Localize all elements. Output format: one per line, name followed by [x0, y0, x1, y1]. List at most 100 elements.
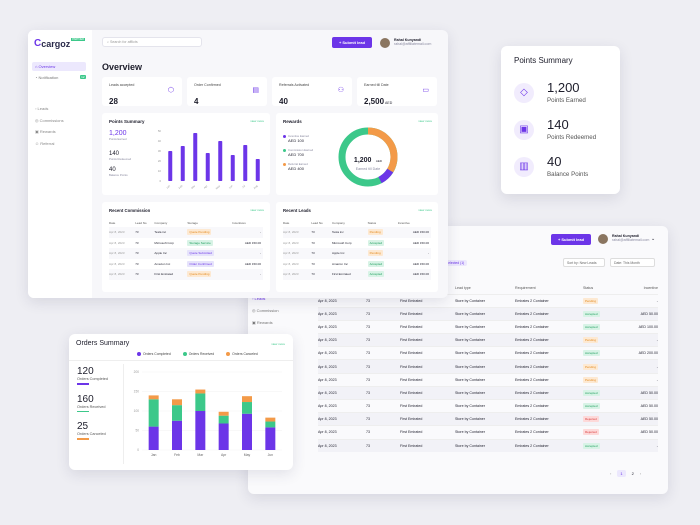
- view-more-link[interactable]: view more: [418, 119, 432, 123]
- table-row[interactable]: Apr 8, 2023 73 First Emirated Store by Cont…: [318, 412, 658, 426]
- table-cell: 73: [366, 430, 370, 435]
- orders-stat-label: Orders Completed: [77, 377, 109, 381]
- x-tick-label: Aug: [252, 183, 258, 189]
- status-badge: Pending: [367, 250, 383, 257]
- table-row[interactable]: Apr 8, 2023 73 First Emirated Store by Cont…: [318, 439, 658, 453]
- table-cell: Store by Container: [455, 377, 485, 382]
- table-row[interactable]: Apr 8, 2023 73 Amazon Inc Accepted AED 150.0…: [283, 258, 431, 269]
- view-more-link[interactable]: view more: [271, 342, 285, 346]
- table-cell: AED 100.00: [638, 324, 658, 329]
- table-cell: Emirates 2 Container: [515, 430, 549, 435]
- orders-summary-card: Orders Summary view more Orders Complete…: [69, 334, 293, 470]
- table-row[interactable]: Apr 8, 2023 73 First Emirated Store by Cont…: [318, 333, 658, 347]
- table-cell: Emirates 2 Container: [515, 338, 549, 343]
- search-input[interactable]: ⌕ Search for afflicts: [102, 37, 202, 47]
- table-cell: First Emirated: [154, 272, 174, 277]
- table-row[interactable]: Apr 8, 2023 73 First Emirated Quote Pending…: [109, 269, 263, 280]
- gift-icon: ▣: [252, 320, 257, 325]
- sidebar-item-rewards[interactable]: ▣ Rewards: [35, 129, 56, 134]
- table-row[interactable]: Apr 8, 2023 73 Tesla inc Quote Pending -: [109, 227, 263, 238]
- sort-dropdown[interactable]: Sort by: New Leads: [563, 258, 605, 267]
- orders-title: Orders Summary: [76, 340, 130, 347]
- table-cell: Tesla inc: [332, 230, 344, 235]
- table-row[interactable]: Apr 8, 2023 73 First Emirated Store by Cont…: [318, 373, 658, 387]
- table-cell: AED 150.00: [244, 261, 261, 266]
- sidebar-item-leads[interactable]: ▫ Leads: [35, 106, 49, 111]
- page-2[interactable]: 2: [631, 471, 634, 476]
- orders-stat-value: 120: [77, 366, 94, 377]
- table-cell: First Emirated: [400, 377, 423, 382]
- rewards-legend-item: Commission Earned AED 700: [283, 148, 313, 157]
- sidebar-item-commission[interactable]: ◎ Commission: [252, 308, 279, 313]
- points-card-item: ▣ 140 Points Redeemed: [514, 117, 609, 154]
- orders-bar-segment: [195, 389, 206, 394]
- table-cell: Emirates 2 Container: [515, 417, 549, 422]
- table-row[interactable]: Apr 8, 2023 73 Apple Inc Pending -: [283, 248, 431, 259]
- table-row[interactable]: Apr 8, 2023 73 First Emirated Accepted AED 1…: [283, 269, 431, 280]
- y-tick-label: 100: [134, 409, 140, 413]
- leads-avatar[interactable]: [598, 234, 608, 244]
- sidebar-item-notification[interactable]: ◔ Notification 12: [35, 75, 86, 80]
- table-cell: Apr 8, 2023: [318, 430, 337, 435]
- selected-chip[interactable]: Selected (1): [443, 260, 468, 266]
- table-row[interactable]: Apr 8, 2023 73 Microsoft Corp Storage Servi…: [109, 237, 263, 248]
- x-tick-label: Jun: [228, 183, 234, 189]
- legend-label: Orders Received: [188, 352, 215, 356]
- table-row[interactable]: Apr 8, 2023 73 Microsoft Corp Accepted AED 1…: [283, 237, 431, 248]
- leads-submit-button[interactable]: + Submit lead: [551, 234, 591, 245]
- table-cell: Apr 8, 2023: [283, 230, 299, 235]
- table-row[interactable]: Apr 8, 2023 73 First Emirated Store by Cont…: [318, 386, 658, 400]
- table-row[interactable]: Apr 8, 2023 73 Amazon Inc Order Confirmed AE…: [109, 258, 263, 269]
- table-row[interactable]: Apr 8, 2023 73 First Emirated Store by Cont…: [318, 399, 658, 413]
- table-cell: 73: [311, 251, 315, 256]
- panel-title: Rewards: [283, 119, 302, 124]
- column-header: Company: [154, 220, 168, 225]
- table-cell: 73: [366, 443, 370, 448]
- table-cell: AED 50.00: [640, 430, 658, 435]
- sidebar-item-rewards[interactable]: ▣ Rewards: [252, 320, 273, 325]
- next-page-icon[interactable]: ›: [639, 471, 642, 476]
- points-summary-panel: Points Summary view more 1,200 Points Ear…: [102, 113, 270, 195]
- legend-label: Orders Completed: [143, 352, 171, 356]
- chevron-down-icon[interactable]: ⌄: [651, 236, 656, 242]
- sidebar-item-commissions[interactable]: ◎ Commissions: [35, 117, 64, 123]
- orders-stat-bar: [77, 410, 89, 412]
- prev-page-icon[interactable]: ‹: [610, 471, 612, 476]
- sidebar-item-leads[interactable]: ▫ Leads: [252, 296, 266, 301]
- status-badge: Accepted: [367, 260, 385, 267]
- table-cell: Amazon Inc: [154, 261, 171, 266]
- table-row[interactable]: Apr 8, 2023 73 Tesla inc Pending AED 150.00: [283, 227, 431, 238]
- points-bar: [218, 141, 223, 181]
- submit-lead-button[interactable]: + Submit lead: [332, 37, 372, 48]
- avatar[interactable]: [380, 38, 390, 48]
- x-tick-label: Mar: [197, 453, 204, 457]
- table-row[interactable]: Apr 8, 2023 73 First Emirated Store by Cont…: [318, 346, 658, 360]
- view-more-link[interactable]: view more: [418, 208, 432, 212]
- sidebar-item-overview[interactable]: ⌂ Overview: [32, 62, 86, 71]
- y-tick-label: 150: [134, 390, 140, 394]
- table-row[interactable]: Apr 8, 2023 73 First Emirated Store by Cont…: [318, 320, 658, 334]
- view-more-link[interactable]: view more: [250, 119, 264, 123]
- points-bar: [168, 151, 173, 181]
- table-cell: Apr 8, 2023: [318, 338, 337, 343]
- x-tick-label: Jun: [268, 453, 274, 457]
- table-cell: Store by Container: [455, 404, 485, 409]
- points-card-title: Points Summary: [514, 56, 573, 65]
- status-badge: Quote Pending: [187, 271, 212, 278]
- x-tick-label: Feb: [174, 453, 180, 457]
- panel-title: Recent Leads: [283, 208, 311, 213]
- table-row[interactable]: Apr 8, 2023 73 First Emirated Store by Cont…: [318, 425, 658, 440]
- view-more-link[interactable]: view more: [250, 208, 264, 212]
- y-tick-label: 10: [158, 169, 162, 173]
- legend-label: Incentive Earned: [288, 134, 309, 138]
- table-row[interactable]: Apr 8, 2023 73 First Emirated Store by Cont…: [318, 359, 658, 374]
- date-dropdown[interactable]: Date: This Month: [610, 258, 655, 267]
- table-cell: Store by Container: [455, 443, 485, 448]
- x-tick-label: Feb: [177, 183, 183, 189]
- sidebar-item-referral[interactable]: ☺ Referral: [35, 140, 55, 146]
- table-cell: Store by Container: [455, 364, 485, 369]
- table-row[interactable]: Apr 8, 2023 73 Apple Inc Quote Submitted -: [109, 248, 263, 259]
- stat-unit: AED: [385, 101, 393, 105]
- page-1[interactable]: 1: [617, 470, 626, 477]
- table-row[interactable]: Apr 8, 2023 73 First Emirated Store by Cont…: [318, 307, 658, 321]
